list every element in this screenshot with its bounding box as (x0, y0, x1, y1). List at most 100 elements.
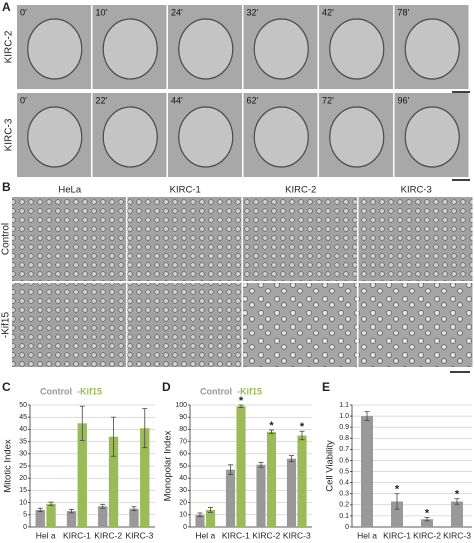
y-tick-label: 60 (179, 451, 187, 458)
y-tick-label: 50 (179, 463, 187, 470)
legend-entry: -Kif15 (77, 386, 102, 396)
column-label: HeLa (58, 185, 81, 196)
y-tick-label: 0.3 (339, 491, 349, 498)
time-label: 78' (398, 7, 410, 17)
micrograph (12, 283, 126, 367)
significance-label: * (239, 395, 244, 407)
y-tick-label: 5 (23, 512, 27, 519)
time-label: 0' (20, 7, 27, 17)
y-tick-label: 20 (19, 475, 27, 482)
x-tick-label: KIRC-1 (222, 530, 250, 540)
x-tick-label: KIRC-2 (413, 530, 441, 540)
bar (297, 435, 307, 527)
micrograph (12, 197, 126, 281)
y-axis-label: Mitotic Index (3, 439, 14, 493)
time-label: 24' (171, 7, 183, 17)
legend-entry: -Kif15 (237, 386, 262, 396)
bar (236, 406, 246, 527)
y-tick-label: 0.1 (339, 513, 349, 520)
time-label: 96' (398, 95, 410, 105)
bar (451, 501, 463, 527)
cell (102, 106, 158, 168)
bar (421, 519, 433, 527)
y-tick-label: 30 (19, 451, 27, 458)
y-tick-label: 80 (179, 426, 187, 433)
x-tick-label: Hel a (357, 530, 377, 540)
bar (266, 431, 277, 527)
time-label: 0' (20, 95, 27, 105)
y-tick-label: 0.8 (339, 435, 349, 442)
cell (404, 106, 460, 168)
y-axis-label: Monopolar Index (163, 430, 174, 501)
bar (35, 509, 45, 527)
panel-label: A (2, 0, 11, 14)
x-tick-label: KIRC-3 (283, 530, 311, 540)
y-tick-label: 50 (19, 402, 27, 409)
time-label: 22' (96, 95, 108, 105)
y-tick-label: 30 (179, 487, 187, 494)
x-tick-label: Hel a (36, 530, 56, 540)
significance-label: * (425, 507, 430, 519)
cell (178, 18, 234, 80)
bar (225, 469, 236, 527)
time-label: 72' (322, 95, 334, 105)
y-tick-label: 45 (19, 414, 27, 421)
y-tick-label: 40 (19, 426, 27, 433)
y-tick-label: 100 (175, 402, 187, 409)
micrograph (358, 283, 473, 367)
y-tick-label: 0.5 (339, 468, 349, 475)
cell (404, 18, 460, 80)
bar (66, 511, 77, 527)
bar (108, 436, 119, 527)
bar (46, 503, 56, 527)
y-tick-label: 0 (23, 524, 27, 531)
y-tick-label: 15 (19, 487, 27, 494)
x-tick-label: KIRC-2 (252, 530, 280, 540)
micrograph (127, 283, 242, 367)
micrograph (243, 197, 357, 281)
row-label: -Kif15 (1, 312, 12, 339)
y-tick-label: 90 (179, 414, 187, 421)
y-tick-label: 1.0 (339, 413, 349, 420)
bar (140, 428, 150, 527)
cell (253, 106, 309, 168)
y-tick-label: 0.4 (339, 479, 349, 486)
time-label: 44' (171, 95, 183, 105)
bar (205, 509, 216, 527)
bar (98, 506, 108, 527)
x-tick-label: KIRC-1 (63, 530, 91, 540)
bar (77, 423, 87, 527)
bar (195, 514, 205, 527)
x-tick-label: KIRC-3 (125, 530, 153, 540)
cell (253, 18, 309, 80)
bar (256, 464, 266, 527)
y-axis-label: Cell Viability (325, 440, 336, 492)
legend-entry: Control (40, 386, 72, 396)
time-label: 32' (247, 7, 259, 17)
y-tick-label: 20 (179, 499, 187, 506)
y-tick-label: 0 (345, 524, 349, 531)
cell (329, 18, 385, 80)
y-tick-label: 25 (19, 463, 27, 470)
panel-label: B (2, 180, 11, 194)
row-label: KIRC-2 (4, 30, 15, 63)
x-tick-label: Hel a (195, 530, 215, 540)
y-tick-label: 0.6 (339, 457, 349, 464)
micrograph (358, 197, 473, 281)
time-label: 42' (322, 7, 334, 17)
significance-label: * (269, 420, 274, 432)
x-tick-label: KIRC-1 (383, 530, 411, 540)
y-tick-label: 0.2 (339, 502, 349, 509)
cell (102, 18, 158, 80)
time-label: 62' (247, 95, 259, 105)
micrograph (243, 283, 357, 367)
cell (178, 106, 234, 168)
bar (286, 458, 297, 527)
y-tick-label: 10 (19, 499, 27, 506)
cell (329, 106, 385, 168)
x-tick-label: KIRC-2 (94, 530, 122, 540)
panel-label: D (162, 380, 171, 394)
y-tick-label: 35 (19, 438, 27, 445)
bar (391, 501, 403, 527)
